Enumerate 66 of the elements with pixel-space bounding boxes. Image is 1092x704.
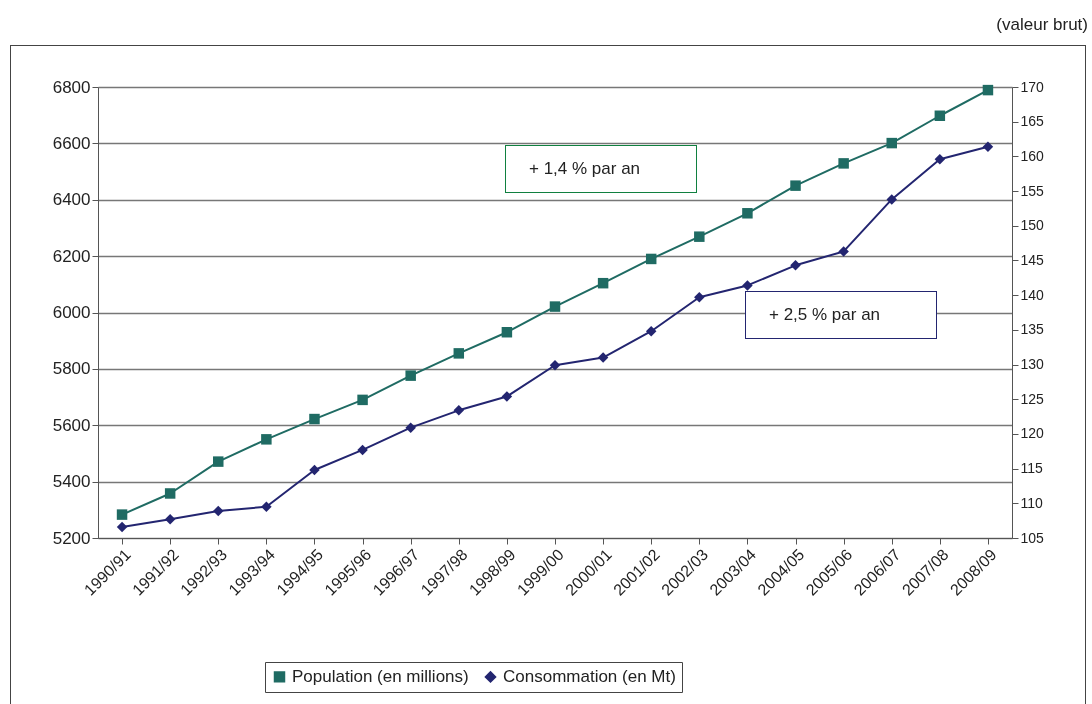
point	[357, 444, 368, 456]
point	[213, 456, 224, 467]
y-tick-label: 5400	[52, 472, 91, 492]
point	[645, 253, 657, 265]
y2-tick-label: 150	[1020, 217, 1045, 234]
point	[982, 84, 994, 96]
y-tick-label: 6600	[52, 133, 91, 153]
point	[790, 180, 801, 191]
y-tick-label: 6200	[52, 246, 91, 266]
point	[838, 158, 849, 169]
y2-tick-label: 135	[1020, 321, 1045, 338]
y2-tick-label: 165	[1020, 113, 1045, 130]
point	[886, 137, 897, 149]
point	[549, 301, 561, 312]
point	[309, 413, 320, 425]
point	[116, 509, 128, 520]
point	[886, 194, 897, 205]
y2-tick-label: 140	[1020, 286, 1045, 303]
point	[501, 326, 513, 338]
y2-tick-label: 130	[1020, 356, 1045, 373]
text-box: + 1,4 % par an	[505, 145, 697, 193]
y-tick-label: 6000	[52, 303, 91, 322]
point	[501, 391, 513, 402]
point	[982, 141, 994, 152]
point	[549, 359, 561, 371]
point	[453, 405, 465, 416]
point	[453, 348, 465, 359]
point	[694, 291, 705, 303]
point	[934, 153, 946, 165]
point	[164, 488, 176, 499]
y-tick-label: 6800	[52, 77, 91, 97]
point	[164, 514, 176, 525]
point	[694, 231, 705, 242]
legend-label: Population (en millions)	[292, 666, 469, 686]
point	[213, 505, 224, 517]
point	[645, 325, 657, 337]
text: (valeur brut)	[996, 15, 1088, 34]
point	[261, 501, 272, 513]
y-tick-label: 5600	[52, 415, 91, 435]
legend-label: Consommation (en Mt)	[503, 666, 676, 686]
y2-tick-label: 145	[1020, 251, 1045, 268]
point	[405, 422, 416, 433]
point	[742, 280, 753, 291]
y-tick-label: 5800	[52, 359, 91, 379]
text-box: + 2,5 % par an	[745, 291, 937, 339]
y2-tick-label: 125	[1020, 390, 1045, 407]
y2-tick-label: 110	[1020, 494, 1044, 511]
y2-tick-label: 160	[1020, 147, 1045, 164]
y2-tick-label: 155	[1020, 182, 1045, 199]
y-tick-label: 5200	[52, 528, 91, 548]
point	[405, 370, 416, 381]
y2-tick-label: 170	[1020, 78, 1045, 95]
point	[790, 260, 801, 271]
point	[597, 352, 609, 363]
y2-tick-label: 120	[1020, 425, 1045, 442]
y2-tick-label: 105	[1020, 529, 1045, 546]
point	[597, 277, 609, 289]
point	[742, 208, 753, 219]
point	[309, 464, 320, 476]
point	[116, 521, 128, 533]
point	[357, 394, 368, 406]
y2-tick-label: 115	[1020, 460, 1044, 477]
y-tick-label: 6400	[52, 190, 91, 210]
point	[261, 434, 272, 445]
point	[838, 246, 849, 257]
point	[934, 110, 946, 121]
